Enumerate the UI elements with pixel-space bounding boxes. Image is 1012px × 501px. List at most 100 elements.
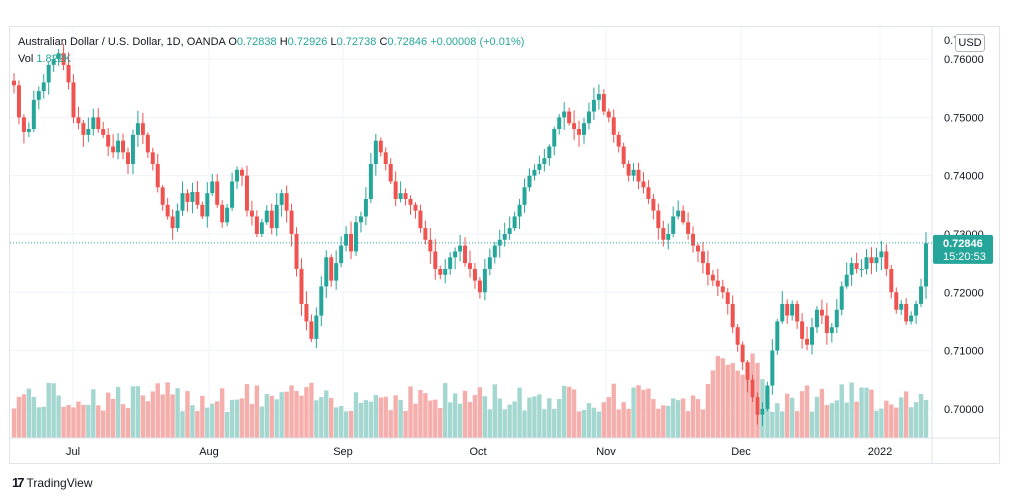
volume-bar — [671, 398, 676, 438]
candle-body — [235, 169, 240, 182]
candle-body — [46, 64, 51, 83]
volume-bar — [561, 385, 567, 438]
volume-bar — [304, 387, 309, 438]
volume-bar — [552, 409, 557, 438]
candle-body — [319, 286, 324, 316]
currency-button[interactable]: USD — [955, 34, 985, 52]
candle-body — [71, 82, 76, 118]
candle-body — [165, 204, 170, 217]
candle-body — [101, 129, 106, 135]
candle-body — [264, 210, 269, 223]
candle-body — [507, 228, 512, 234]
volume-bar — [224, 411, 230, 438]
volume-bar — [899, 397, 904, 438]
price-tick-label: 0.70000 — [944, 404, 984, 416]
tradingview-logo[interactable]: 17 TradingView — [12, 475, 93, 490]
grid-layer — [10, 27, 932, 438]
volume-bar — [829, 403, 835, 438]
candle-body — [522, 187, 527, 205]
volume-bar — [343, 411, 349, 438]
volume-bar — [86, 404, 91, 438]
volume-bar — [438, 407, 443, 438]
candle-body — [36, 91, 41, 100]
volume-bar — [185, 391, 190, 438]
tradingview-icon: 17 — [12, 475, 25, 490]
volume-bar — [596, 411, 602, 438]
volume-bar — [879, 408, 884, 438]
time-tick-label: Dec — [731, 446, 751, 458]
candle-body — [135, 123, 140, 135]
candle-body — [463, 245, 468, 264]
candle-body — [240, 169, 244, 176]
candle-body — [339, 245, 344, 264]
candle-body — [661, 228, 666, 240]
volume-bar — [110, 398, 116, 438]
candle-body — [304, 303, 309, 322]
candle-body — [795, 303, 800, 322]
candle-body — [354, 222, 358, 252]
candle-body — [220, 204, 225, 223]
candle-body — [527, 175, 532, 188]
candle-body — [606, 111, 611, 118]
candle-body — [547, 146, 552, 159]
volume-bar — [715, 355, 721, 438]
candle-body — [735, 327, 740, 345]
candle-body — [646, 187, 651, 199]
volume-info: Vol 1.822K — [18, 53, 71, 65]
volume-bar — [105, 392, 111, 438]
volume-bar — [259, 406, 265, 438]
volume-bar — [720, 358, 725, 438]
candle-body — [596, 94, 601, 100]
candle-body — [16, 85, 21, 118]
candle-body — [91, 117, 96, 130]
candle-body — [26, 129, 31, 132]
candle-body — [909, 315, 914, 322]
candle-body — [31, 99, 36, 130]
candle-body — [715, 280, 720, 287]
volume-bar — [314, 400, 319, 438]
candle-body — [487, 257, 492, 269]
candle-body — [671, 216, 676, 234]
volume-bar — [413, 403, 418, 438]
candle-body — [582, 123, 586, 135]
candle-body — [408, 198, 413, 205]
candle-body — [819, 309, 824, 316]
volume-bar — [710, 370, 716, 438]
candle-body — [403, 193, 408, 199]
candle-body — [611, 117, 616, 135]
volume-bar — [913, 402, 919, 438]
volume-bar — [294, 390, 299, 438]
volume-bar — [685, 411, 691, 438]
volume-bar — [804, 385, 810, 438]
volume-bar — [869, 389, 874, 438]
volume-bar — [428, 400, 433, 438]
volume-bar — [234, 399, 240, 438]
candle-body — [12, 80, 16, 86]
candle-body — [230, 181, 235, 208]
low-value: 0.72738 — [336, 36, 377, 48]
candle-body — [914, 303, 919, 316]
candle-body — [904, 303, 909, 322]
volume-bar — [150, 391, 155, 438]
volume-bar — [155, 383, 160, 438]
volume-bar — [21, 394, 27, 438]
candle-body — [215, 181, 220, 205]
volume-bar — [373, 394, 379, 438]
candle-body — [750, 379, 755, 398]
volume-bar — [859, 387, 864, 438]
candle-body — [849, 263, 854, 275]
candle-body — [96, 117, 101, 130]
volume-bar — [477, 387, 483, 438]
candle-body — [537, 164, 542, 170]
volume-bar — [96, 405, 101, 438]
candle-body — [755, 397, 760, 415]
time-tick-label: Nov — [596, 446, 616, 458]
volume-bar — [210, 403, 215, 438]
volume-bar — [200, 395, 205, 438]
candle-body — [730, 303, 735, 328]
candle-body — [334, 263, 339, 281]
volume-bar — [492, 384, 497, 438]
candle-body — [269, 210, 274, 229]
volume-bar — [433, 399, 438, 438]
